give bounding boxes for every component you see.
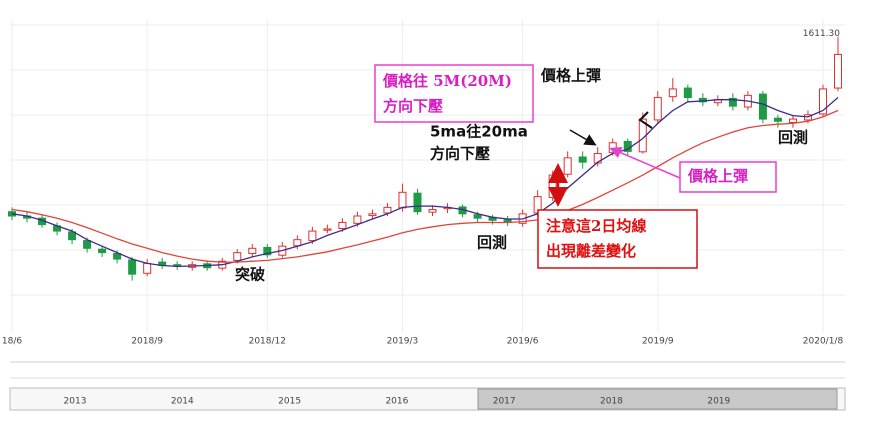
candle-body — [728, 97, 737, 107]
navigator-label: 2016 — [385, 397, 408, 407]
candle-body — [428, 209, 437, 213]
ma-line — [11, 97, 839, 268]
candle-body — [233, 252, 242, 261]
arrow — [638, 111, 653, 129]
plot: 1611.30 — [8, 29, 842, 281]
annotation: 價格上彈 — [540, 67, 601, 85]
candle-body — [263, 246, 272, 256]
candle-body — [68, 231, 77, 241]
ma-line — [11, 109, 839, 263]
grid: 18/6 2018/9 2018/12 2019/3 2019/6 2019/9 2020/… — [2, 20, 845, 347]
candle-body — [563, 157, 572, 175]
candle-body — [653, 97, 662, 121]
candle-body — [608, 142, 617, 154]
annotation-box — [374, 64, 534, 123]
annotation: 價格上彈 — [687, 167, 748, 185]
candle-body — [668, 88, 677, 98]
navigator-window[interactable] — [477, 388, 838, 410]
annotation: 方向下壓 — [430, 145, 490, 163]
candle-body — [368, 213, 377, 217]
annotation: 回測 — [477, 234, 507, 252]
candle-body — [308, 230, 317, 242]
x-tick-label: 2018/12 — [249, 337, 286, 347]
candle-body — [353, 215, 362, 224]
candle-body — [413, 192, 422, 213]
annotation-box — [679, 161, 777, 193]
candle-body — [338, 221, 347, 229]
candle-body — [83, 240, 92, 249]
navigator-label: 2014 — [171, 397, 194, 407]
candle-body — [113, 252, 122, 260]
candle-body — [398, 191, 407, 209]
navigator-label: 2018 — [600, 397, 623, 407]
candle-body — [834, 53, 842, 89]
arrow — [609, 147, 681, 179]
arrow — [569, 129, 597, 146]
candle-body — [548, 174, 557, 198]
candle-body — [578, 156, 587, 163]
annotations: 價格往 5M(20M)方向下壓價格上彈5ma往20ma方向下壓價格上彈注意這2日… — [235, 67, 808, 284]
candle-body — [383, 206, 392, 214]
candle-body — [323, 228, 332, 231]
x-tick-label: 2019/6 — [507, 337, 539, 347]
navigator-labels: 2013 2014 2015 2016 2017 2018 2019 — [64, 397, 731, 407]
candle-body — [758, 93, 767, 120]
candle-body — [818, 88, 827, 115]
navigator-label: 2019 — [707, 397, 730, 407]
candle-body — [788, 118, 797, 124]
candle-body — [683, 87, 692, 99]
candle-body — [473, 214, 482, 219]
candle-body — [128, 259, 137, 275]
annotation: 價格往 5M(20M) — [382, 72, 512, 90]
annotation: 突破 — [235, 266, 265, 284]
annotation: 5ma往20ma — [430, 123, 528, 141]
navigator-label: 2017 — [493, 397, 516, 407]
navigator-label: 2015 — [278, 397, 301, 407]
candle-body — [143, 262, 152, 274]
navigator-label: 2013 — [64, 397, 87, 407]
annotation: 方向下壓 — [383, 97, 443, 115]
x-tick-label: 2018/9 — [131, 337, 163, 347]
annotation: 出現離差變化 — [546, 242, 636, 260]
x-tick-label: 2019/3 — [387, 337, 419, 347]
candle-body — [98, 248, 107, 254]
x-tick-label: 2019/9 — [642, 337, 674, 347]
annotation: 注意這2日均線 — [546, 217, 646, 235]
candle-body — [248, 247, 257, 254]
annotation: 回測 — [778, 129, 808, 147]
x-tick-label: 2020/1/8 — [803, 337, 844, 347]
candle-body — [773, 117, 782, 122]
annotation-box — [537, 209, 698, 269]
max-label: 1611.30 — [803, 29, 840, 39]
x-tick-label: 18/6 — [2, 337, 22, 347]
